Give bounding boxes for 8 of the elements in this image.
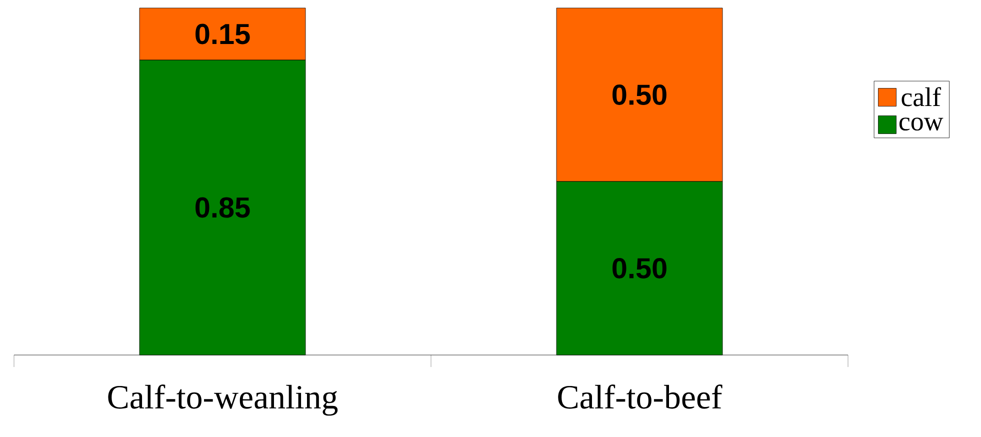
data-label: 0.50 <box>612 84 666 105</box>
x-tick-label: Calf-to-weanling <box>108 384 338 416</box>
data-label: 0.50 <box>612 258 666 278</box>
legend-label: cow <box>899 118 944 131</box>
legend-label: calf <box>902 87 942 106</box>
data-label: 0.15 <box>196 24 250 44</box>
data-label: 0.85 <box>196 197 250 218</box>
x-tick-label: Calf-to-beef <box>558 384 722 409</box>
